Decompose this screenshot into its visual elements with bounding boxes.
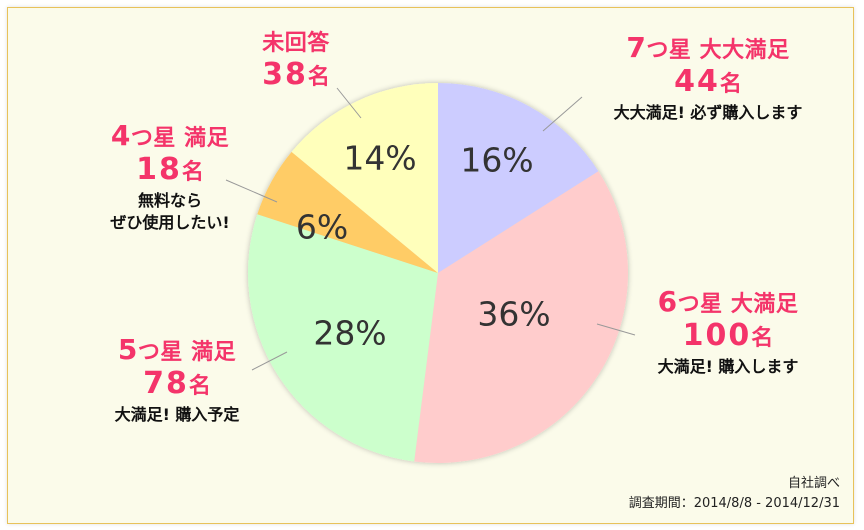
pct-label-none: 14%	[343, 138, 417, 178]
label-no-answer: 未回答 38名	[246, 30, 346, 95]
unit: 名	[181, 160, 204, 185]
unit: 名	[719, 72, 742, 97]
category-text: つ星 満足	[130, 126, 230, 151]
pct-label-seven: 16%	[460, 140, 534, 180]
pie-slice-six-star	[414, 171, 628, 463]
leader-line-five	[251, 351, 288, 371]
category-text: つ星 満足	[137, 340, 237, 365]
leader-line-none	[336, 87, 362, 119]
pie-slice-no-answer	[291, 83, 438, 273]
count: 44	[674, 64, 720, 99]
pie-slice-five-star	[247, 214, 438, 462]
comment: 大満足! 購入予定	[114, 405, 240, 424]
unit: 名	[751, 326, 774, 351]
pie-slice-four-star	[257, 151, 438, 273]
pct-label-five: 28%	[313, 313, 387, 353]
label-five-star: 5つ星 満足 78名 大満足! 購入予定	[82, 336, 272, 426]
star-number: 6	[657, 285, 678, 318]
star-number: 7	[626, 31, 647, 64]
leader-line-four	[225, 179, 278, 203]
count: 100	[682, 318, 752, 353]
label-seven-star: 7つ星 大大満足 44名 大大満足! 必ず購入します	[588, 34, 828, 124]
label-six-star: 6つ星 大満足 100名 大満足! 購入します	[628, 288, 828, 378]
leader-line-seven	[542, 96, 583, 132]
star-number: 4	[110, 119, 131, 152]
count: 38	[262, 57, 308, 92]
comment-line-2: ぜひ使用したい!	[110, 213, 230, 232]
comment: 大大満足! 必ず購入します	[613, 103, 803, 122]
pct-label-six: 36%	[477, 294, 551, 334]
unit: 名	[188, 374, 211, 399]
source-note: 自社調べ	[787, 476, 840, 491]
unit: 名	[307, 65, 330, 90]
count: 78	[143, 366, 189, 401]
comment: 大満足! 購入します	[657, 357, 799, 376]
category-text: つ星 大満足	[677, 292, 799, 317]
survey-period: 調査期間：2014/8/8 - 2014/12/31	[628, 496, 840, 511]
category-text: つ星 大大満足	[646, 38, 790, 63]
comment-line-1: 無料なら	[137, 191, 202, 210]
star-number: 5	[117, 333, 138, 366]
label-four-star: 4つ星 満足 18名 無料なら ぜひ使用したい!	[80, 122, 260, 234]
count: 18	[136, 152, 182, 187]
category-text: 未回答	[262, 31, 330, 56]
pie-slice-seven-star	[438, 83, 599, 273]
leader-line-six	[596, 323, 636, 336]
pct-label-four: 6%	[295, 207, 349, 247]
